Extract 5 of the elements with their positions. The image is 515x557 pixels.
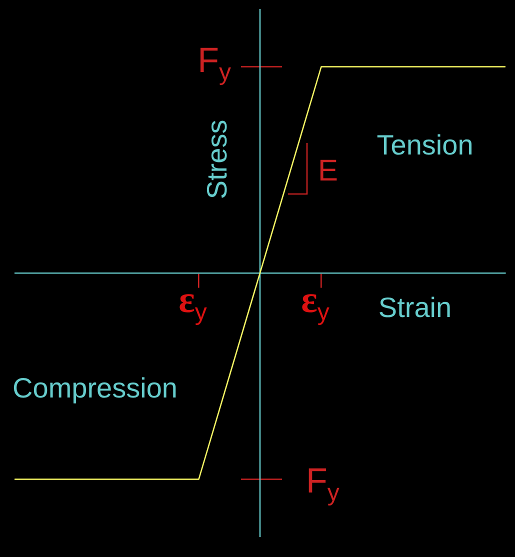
x-axis-title: Strain	[378, 292, 452, 323]
y-axis-title: Stress	[202, 120, 233, 200]
annotation: E	[318, 154, 338, 188]
annotation: Tension	[376, 130, 474, 161]
annotation: Compression	[12, 372, 178, 404]
